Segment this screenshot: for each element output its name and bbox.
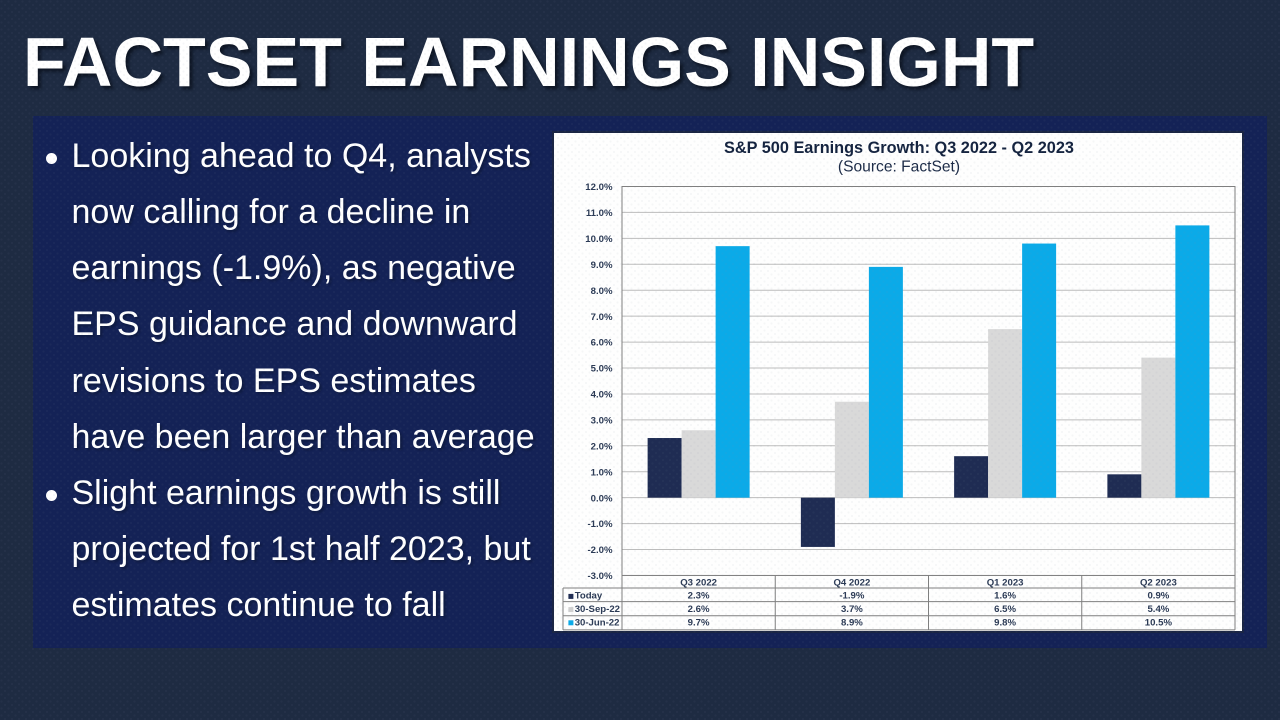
svg-text:(Source: FactSet): (Source: FactSet) [838, 159, 960, 176]
svg-text:Today: Today [575, 590, 603, 601]
svg-text:1.0%: 1.0% [591, 467, 613, 478]
svg-text:9.0%: 9.0% [591, 260, 613, 271]
svg-text:6.0%: 6.0% [591, 338, 613, 349]
svg-text:-2.0%: -2.0% [587, 545, 613, 556]
svg-text:Q3 2022: Q3 2022 [680, 577, 717, 588]
svg-text:10.0%: 10.0% [585, 234, 613, 245]
svg-text:1.6%: 1.6% [994, 590, 1016, 601]
svg-text:5.4%: 5.4% [1147, 604, 1169, 615]
svg-text:S&P 500 Earnings Growth: Q3 20: S&P 500 Earnings Growth: Q3 2022 - Q2 20… [724, 139, 1074, 157]
svg-text:4.0%: 4.0% [591, 390, 613, 401]
svg-text:0.0%: 0.0% [591, 493, 613, 504]
svg-text:11.0%: 11.0% [586, 208, 613, 219]
svg-text:6.5%: 6.5% [994, 604, 1016, 615]
svg-text:Q2 2023: Q2 2023 [1140, 577, 1177, 588]
svg-text:-1.9%: -1.9% [839, 590, 865, 601]
svg-text:30-Jun-22: 30-Jun-22 [575, 617, 620, 628]
svg-text:10.5%: 10.5% [1145, 617, 1173, 628]
svg-text:2.6%: 2.6% [688, 604, 710, 615]
svg-text:3.0%: 3.0% [591, 415, 613, 426]
svg-text:9.8%: 9.8% [994, 617, 1016, 628]
svg-text:-3.0%: -3.0% [587, 571, 613, 582]
svg-text:-1.0%: -1.0% [587, 519, 613, 530]
svg-text:Q4 2022: Q4 2022 [833, 577, 870, 588]
svg-text:0.9%: 0.9% [1147, 590, 1169, 601]
svg-text:12.0%: 12.0% [585, 182, 613, 193]
svg-text:8.9%: 8.9% [841, 617, 863, 628]
svg-text:8.0%: 8.0% [591, 286, 613, 297]
svg-text:30-Sep-22: 30-Sep-22 [575, 604, 620, 615]
svg-text:Q1 2023: Q1 2023 [987, 577, 1024, 588]
svg-text:2.3%: 2.3% [688, 590, 710, 601]
svg-text:5.0%: 5.0% [591, 364, 613, 375]
svg-text:9.7%: 9.7% [688, 617, 710, 628]
svg-text:3.7%: 3.7% [841, 604, 863, 615]
svg-text:2.0%: 2.0% [591, 441, 613, 452]
svg-text:7.0%: 7.0% [591, 312, 613, 323]
